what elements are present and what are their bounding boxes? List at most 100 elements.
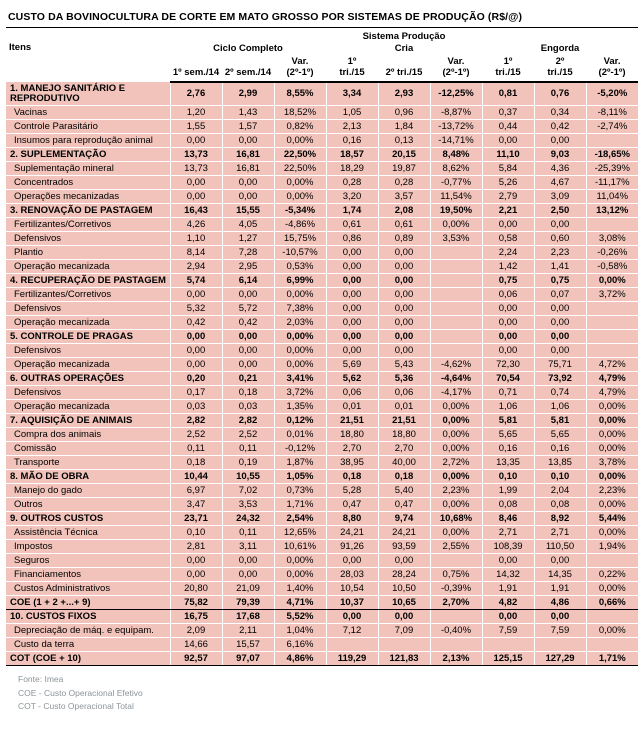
cell-value: -0,39% — [429, 581, 483, 596]
cell-value: 0,00% — [273, 343, 327, 358]
cost-table: Itens Sistema Produção Ciclo Completo Cr… — [6, 28, 639, 666]
cell-value: 2,50 — [533, 203, 587, 218]
cell-value: 0,00 — [481, 343, 535, 358]
table-row: Transporte 0,18 0,19 1,87% 38,95 40,00 2,72% 13… — [6, 455, 639, 470]
row-label: 5. CONTROLE DE PRAGAS — [6, 329, 171, 344]
table-row: Custo da terra 14,66 15,57 6,16% — [6, 637, 639, 652]
table-row: 4. RECUPERAÇÃO DE PASTAGEM 5,74 6,14 6,99% 0… — [6, 273, 639, 288]
cell-value: 10,61% — [273, 539, 327, 554]
cell-value: 7,02 — [221, 483, 275, 498]
cell-value: 1,06 — [533, 399, 587, 414]
cell-value: 3,72% — [273, 385, 327, 400]
cell-value: 0,00 — [325, 245, 379, 260]
row-label: 4. RECUPERAÇÃO DE PASTAGEM — [6, 273, 171, 288]
cell-value: 15,75% — [273, 231, 327, 246]
column-header: 2º tri./15 — [378, 55, 430, 83]
cell-value: 0,00% — [585, 427, 639, 442]
table-row: 6. OUTRAS OPERAÇÕES 0,20 0,21 3,41% 5,62 5,36… — [6, 371, 639, 386]
cell-value: 20,15 — [377, 147, 431, 162]
cell-value: 0,00 — [533, 133, 587, 148]
cell-value: 0,18 — [325, 469, 379, 484]
row-label: Defensivos — [6, 385, 171, 400]
cell-value: 0,00 — [377, 553, 431, 568]
cell-value: 0,00 — [169, 567, 223, 582]
cell-value: 4,71% — [273, 595, 327, 610]
cell-value: 1,74 — [325, 203, 379, 218]
cell-value: 16,81 — [221, 147, 275, 162]
row-label: Fertilizantes/Corretivos — [6, 287, 171, 302]
cell-value — [429, 245, 483, 260]
cell-value: 0,00 — [325, 329, 379, 344]
cell-value: 17,68 — [221, 609, 275, 624]
cell-value: 14,66 — [169, 637, 223, 652]
cell-value: 0,00 — [169, 329, 223, 344]
row-label: Plantio — [6, 245, 171, 260]
cell-value: 5,65 — [481, 427, 535, 442]
cell-value: 0,42 — [169, 315, 223, 330]
cell-value: 5,72 — [221, 301, 275, 316]
cell-value: 2,82 — [169, 413, 223, 428]
cell-value: 0,76 — [533, 82, 587, 106]
cell-value: 13,73 — [169, 161, 223, 176]
row-label: Manejo do gado — [6, 483, 171, 498]
cell-value — [429, 609, 483, 624]
table-row: Seguros 0,00 0,00 0,00% 0,00 0,00 0,00 0,00 — [6, 553, 639, 568]
cell-value: 97,07 — [221, 651, 275, 666]
cell-value: 1,05% — [273, 469, 327, 484]
cell-value: 21,51 — [325, 413, 379, 428]
row-label: Custos Administrativos — [6, 581, 171, 596]
cell-value — [325, 637, 379, 652]
cell-value: 0,06 — [325, 385, 379, 400]
row-label: Operação mecanizada — [6, 357, 171, 372]
cell-value: 0,16 — [481, 441, 535, 456]
table-row: Defensivos 0,17 0,18 3,72% 0,06 0,06 -4,17% 0,7… — [6, 385, 639, 400]
cell-value: 0,07 — [533, 287, 587, 302]
cell-value: 1,99 — [481, 483, 535, 498]
cell-value: 21,51 — [377, 413, 431, 428]
row-label: Transporte — [6, 455, 171, 470]
table-row: Operação mecanizada 0,03 0,03 1,35% 0,01 0,01… — [6, 399, 639, 414]
cell-value: 0,00 — [533, 343, 587, 358]
cell-value: 0,00 — [533, 553, 587, 568]
cell-value: -0,58% — [585, 259, 639, 274]
cell-value: 2,71 — [533, 525, 587, 540]
cell-value: 0,42 — [533, 119, 587, 134]
column-header-itens: Itens — [6, 28, 170, 82]
table-row: Insumos para reprodução animal 0,00 0,00 0,… — [6, 133, 639, 148]
cell-value: 24,21 — [377, 525, 431, 540]
cell-value: 4,67 — [533, 175, 587, 190]
cell-value: 0,75 — [481, 273, 535, 288]
cell-value: 0,86 — [325, 231, 379, 246]
cell-value — [429, 273, 483, 288]
cell-value: -25,39% — [585, 161, 639, 176]
cell-value: 20,80 — [169, 581, 223, 596]
row-label: Compra dos animais — [6, 427, 171, 442]
cell-value: 2,70 — [325, 441, 379, 456]
cell-value: 16,43 — [169, 203, 223, 218]
row-label: Operação mecanizada — [6, 315, 171, 330]
group-header-ciclo-completo: Ciclo Completo — [170, 42, 326, 55]
cell-value: 127,29 — [533, 651, 587, 666]
cell-value: 23,71 — [169, 511, 223, 526]
cell-value: 11,54% — [429, 189, 483, 204]
cell-value: 2,70% — [429, 595, 483, 610]
row-label: 6. OUTRAS OPERAÇÕES — [6, 371, 171, 386]
cell-value: 0,08 — [533, 497, 587, 512]
cell-value: 2,23% — [585, 483, 639, 498]
table-row: 7. AQUISIÇÃO DE ANIMAIS 2,82 2,82 0,12% 21,5… — [6, 413, 639, 428]
row-label: Impostos — [6, 539, 171, 554]
cell-value: 24,21 — [325, 525, 379, 540]
cell-value — [429, 637, 483, 652]
cell-value: 0,00% — [585, 399, 639, 414]
column-header: Var. (2º-1º) — [586, 55, 639, 83]
cell-value: 0,17 — [169, 385, 223, 400]
row-label: 1. MANEJO SANITÁRIO E REPRODUTIVO — [6, 82, 171, 106]
cell-value: 0,00 — [481, 301, 535, 316]
cell-value: 5,81 — [533, 413, 587, 428]
cell-value — [429, 315, 483, 330]
cell-value: 0,03 — [169, 399, 223, 414]
cell-value: 2,13 — [325, 119, 379, 134]
cell-value: 93,59 — [377, 539, 431, 554]
cell-value: 0,00 — [377, 343, 431, 358]
cell-value: 0,00 — [169, 175, 223, 190]
